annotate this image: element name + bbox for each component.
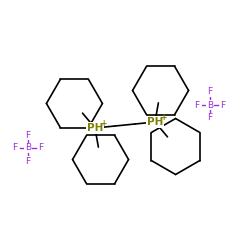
Text: F: F	[26, 156, 30, 166]
Text: F: F	[12, 144, 18, 152]
Text: PH: PH	[87, 123, 103, 133]
Text: PH: PH	[147, 117, 163, 127]
Text: F: F	[208, 88, 212, 96]
Text: +: +	[100, 120, 106, 128]
Text: F: F	[208, 114, 212, 122]
Text: F: F	[194, 100, 200, 110]
Text: F: F	[26, 130, 30, 140]
Text: F: F	[38, 144, 44, 152]
Text: B: B	[25, 144, 31, 152]
Text: +: +	[160, 114, 166, 122]
Text: F: F	[220, 100, 226, 110]
Text: B: B	[207, 100, 213, 110]
